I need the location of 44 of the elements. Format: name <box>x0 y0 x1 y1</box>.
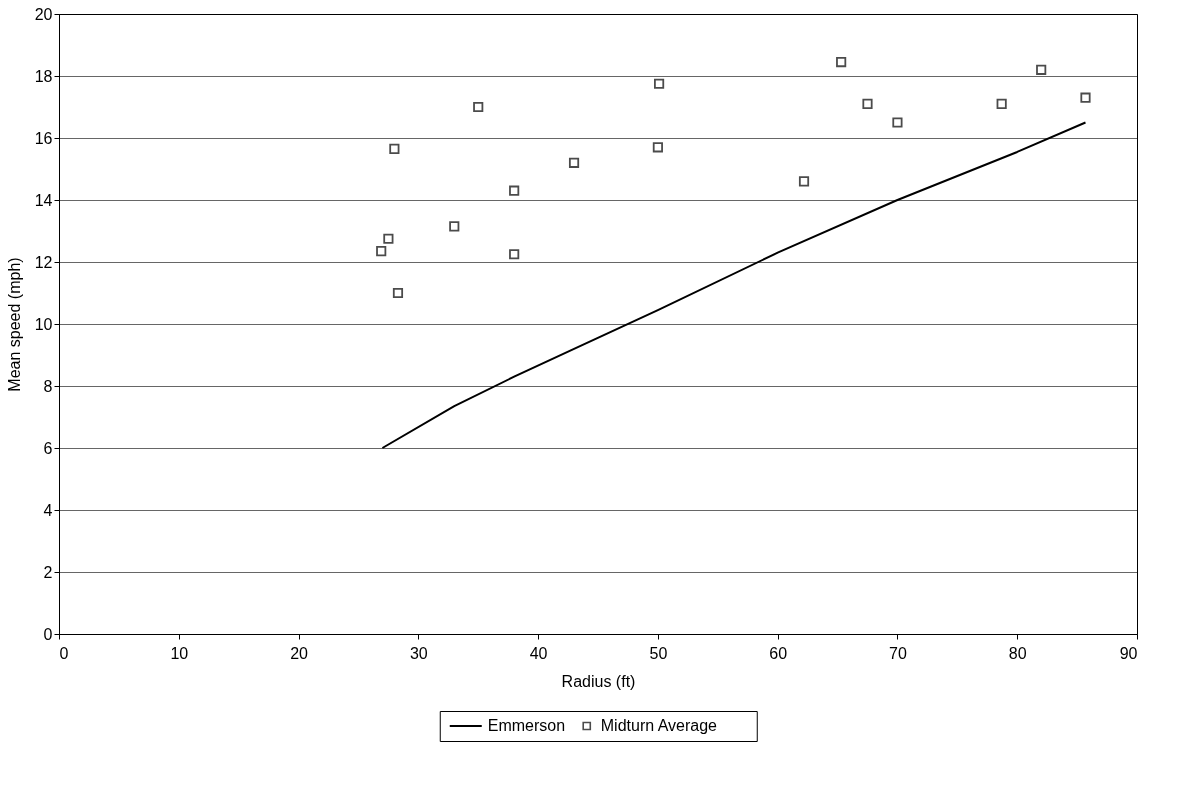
y-tick-label: 18 <box>34 67 53 85</box>
x-tick-label: 50 <box>649 644 668 662</box>
point <box>473 101 484 113</box>
point <box>652 142 663 153</box>
x-tick-label: 20 <box>290 644 309 662</box>
legend-label: Emmerson <box>487 717 566 734</box>
x-tick-label: 70 <box>889 644 907 662</box>
point <box>509 249 520 260</box>
x-axis-title: Radius (ft) <box>561 672 636 690</box>
y-tick-label: 16 <box>34 129 53 147</box>
point <box>376 246 387 257</box>
y-tick-label: 0 <box>43 625 53 643</box>
point <box>996 98 1007 109</box>
point <box>449 221 460 232</box>
point <box>1036 64 1047 75</box>
y-axis-title: Mean speed (mph) <box>5 257 23 392</box>
point <box>654 78 665 89</box>
y-tick-label: 20 <box>34 5 53 23</box>
y-tick-label: 14 <box>34 191 53 209</box>
point <box>383 233 394 244</box>
point <box>892 117 903 128</box>
x-tick-label: 10 <box>170 644 189 662</box>
y-tick-label: 6 <box>43 439 53 457</box>
point <box>392 287 404 299</box>
legend-label: Midturn Average <box>600 717 718 734</box>
x-tick-label: 30 <box>409 644 428 662</box>
point <box>836 56 847 68</box>
y-tick-label: 2 <box>43 563 53 581</box>
line-series <box>381 121 1087 449</box>
x-tick-label: 80 <box>1008 644 1027 662</box>
point <box>568 157 580 168</box>
point <box>798 176 810 187</box>
x-tick-label: 40 <box>529 644 548 662</box>
point <box>862 98 873 109</box>
point <box>389 143 400 154</box>
y-tick-label: 8 <box>43 377 53 395</box>
y-tick-label: 12 <box>34 253 53 271</box>
point <box>1080 92 1091 103</box>
y-tick-label: 10 <box>34 315 53 333</box>
x-tick-label: 90 <box>1119 644 1138 662</box>
y-tick-label: 4 <box>43 501 53 519</box>
x-tick-label: 60 <box>769 644 788 662</box>
point <box>509 185 520 196</box>
x-tick-label: 0 <box>59 644 69 662</box>
